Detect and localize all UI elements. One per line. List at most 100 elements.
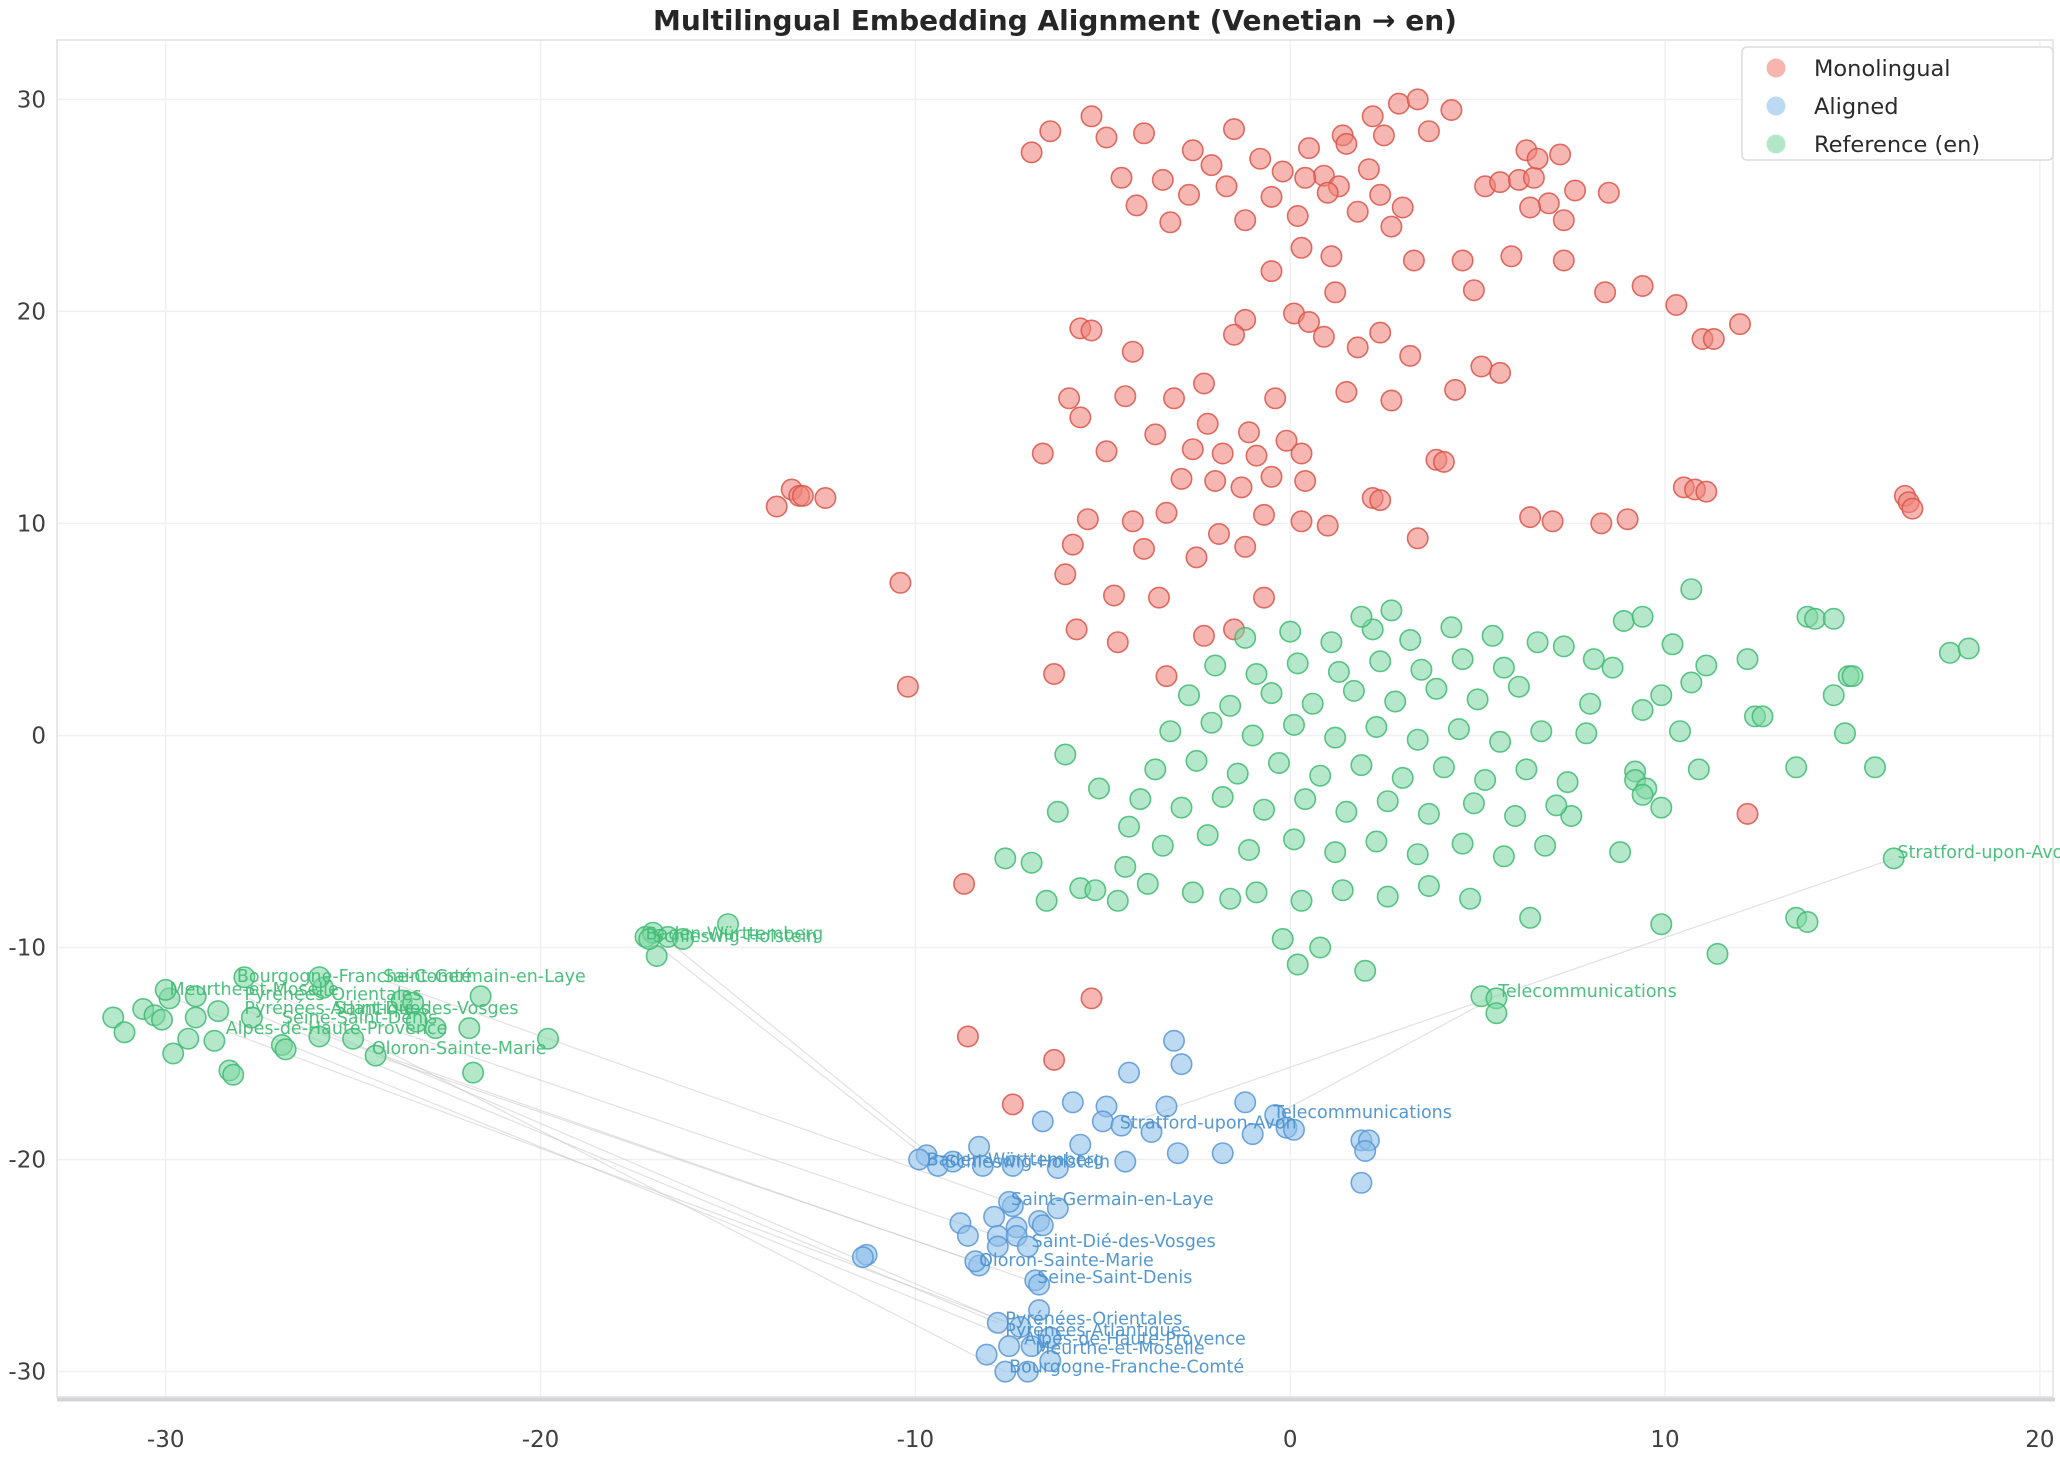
data-point: [1114, 855, 1137, 878]
data-point: [1170, 796, 1193, 819]
data-point: [1594, 281, 1617, 304]
data-point: [1350, 754, 1373, 777]
data-point: [1298, 137, 1321, 160]
data-point: [1440, 616, 1463, 639]
data-point: [1166, 1142, 1189, 1165]
data-point: [1545, 794, 1568, 817]
data-point: [1537, 192, 1560, 215]
data-point: [941, 1150, 964, 1173]
data-point: [1489, 730, 1512, 753]
data-point: [1084, 879, 1107, 902]
data-point: [1020, 1335, 1043, 1358]
data-point: [1031, 442, 1054, 465]
data-point: [1391, 766, 1414, 789]
data-point: [1241, 1123, 1264, 1146]
annotation-label-reference: Saint-Germain-en-Laye: [383, 967, 586, 987]
data-point: [1406, 527, 1429, 550]
data-point: [1283, 828, 1306, 851]
data-point: [1519, 506, 1542, 529]
series-monolingual: [765, 88, 1924, 1116]
data-point: [1335, 132, 1358, 155]
data-point: [1200, 154, 1223, 177]
data-point: [1151, 834, 1174, 857]
x-tick-label: -30: [147, 1427, 185, 1453]
data-point: [1095, 440, 1118, 463]
data-point: [1001, 1154, 1024, 1177]
data-point: [1864, 756, 1887, 779]
data-point: [1804, 607, 1827, 630]
data-point: [1432, 450, 1455, 473]
data-point: [1695, 480, 1718, 503]
data-point: [1185, 546, 1208, 569]
series-reference: [102, 578, 1980, 1086]
data-point: [994, 847, 1017, 870]
data-point: [1736, 648, 1759, 671]
data-point: [1582, 648, 1605, 671]
data-point: [1369, 489, 1392, 512]
data-point: [1294, 166, 1317, 189]
alignment-line: [244, 976, 1006, 1373]
data-point: [1170, 467, 1193, 490]
alignment-line: [375, 1055, 976, 1262]
data-point: [1519, 906, 1542, 929]
data-point: [1028, 1273, 1051, 1296]
data-point: [1106, 631, 1129, 654]
data-point: [1294, 469, 1317, 492]
data-point: [1114, 385, 1137, 408]
data-point: [1609, 841, 1632, 864]
data-point: [1219, 694, 1242, 717]
data-point: [1489, 361, 1512, 384]
data-point: [1440, 99, 1463, 122]
data-point: [1522, 166, 1545, 189]
data-point: [162, 1042, 185, 1065]
data-point: [1309, 936, 1332, 959]
data-point: [1309, 764, 1332, 787]
data-point: [1286, 953, 1309, 976]
annotation-label-reference: Meurthe-et-Moselle: [170, 980, 339, 1000]
data-point: [998, 1190, 1021, 1213]
data-point: [1121, 510, 1144, 533]
data-point: [1046, 800, 1069, 823]
data-point: [1234, 209, 1257, 232]
data-point: [889, 571, 912, 594]
data-point: [1369, 321, 1392, 344]
annotation-label-reference: Saint-Dié-des-Vosges: [334, 999, 518, 1019]
data-point: [1245, 444, 1268, 467]
data-point: [1061, 533, 1084, 556]
data-point: [1796, 910, 1819, 933]
annotation-label-aligned: Schleswig-Holstein: [945, 1153, 1110, 1173]
data-point: [1031, 1214, 1054, 1237]
data-point: [1125, 194, 1148, 217]
data-point: [998, 1335, 1021, 1358]
data-point: [1196, 412, 1219, 435]
data-point: [1211, 1142, 1234, 1165]
data-point: [1417, 802, 1440, 825]
data-point: [1286, 652, 1309, 675]
data-point: [1459, 887, 1482, 910]
data-point: [1170, 1053, 1193, 1076]
data-point: [1331, 879, 1354, 902]
data-point: [1380, 215, 1403, 238]
data-point: [1193, 372, 1216, 395]
data-point: [1223, 118, 1246, 141]
data-point: [896, 675, 919, 698]
data-point: [1286, 205, 1309, 228]
data-point: [1054, 563, 1077, 586]
data-point: [1140, 1121, 1163, 1144]
data-point: [1650, 913, 1673, 936]
data-point: [1485, 1002, 1508, 1025]
data-point: [1234, 1091, 1257, 1114]
y-axis-tick-labels: 30 20 10 0 -10 -20 -30: [8, 87, 46, 1385]
data-point: [1327, 660, 1350, 683]
data-point: [151, 1008, 174, 1031]
data-point: [1432, 756, 1455, 779]
data-point: [1695, 654, 1718, 677]
data-point: [1751, 705, 1774, 728]
y-tick-label: -20: [8, 1148, 46, 1174]
data-point: [1402, 249, 1425, 272]
data-point: [1526, 147, 1549, 170]
data-point: [1901, 497, 1924, 520]
data-point: [1612, 609, 1635, 632]
annotation-label-aligned: Pyrénées-Orientales: [1005, 1310, 1182, 1330]
y-tick-label: 20: [17, 299, 46, 325]
